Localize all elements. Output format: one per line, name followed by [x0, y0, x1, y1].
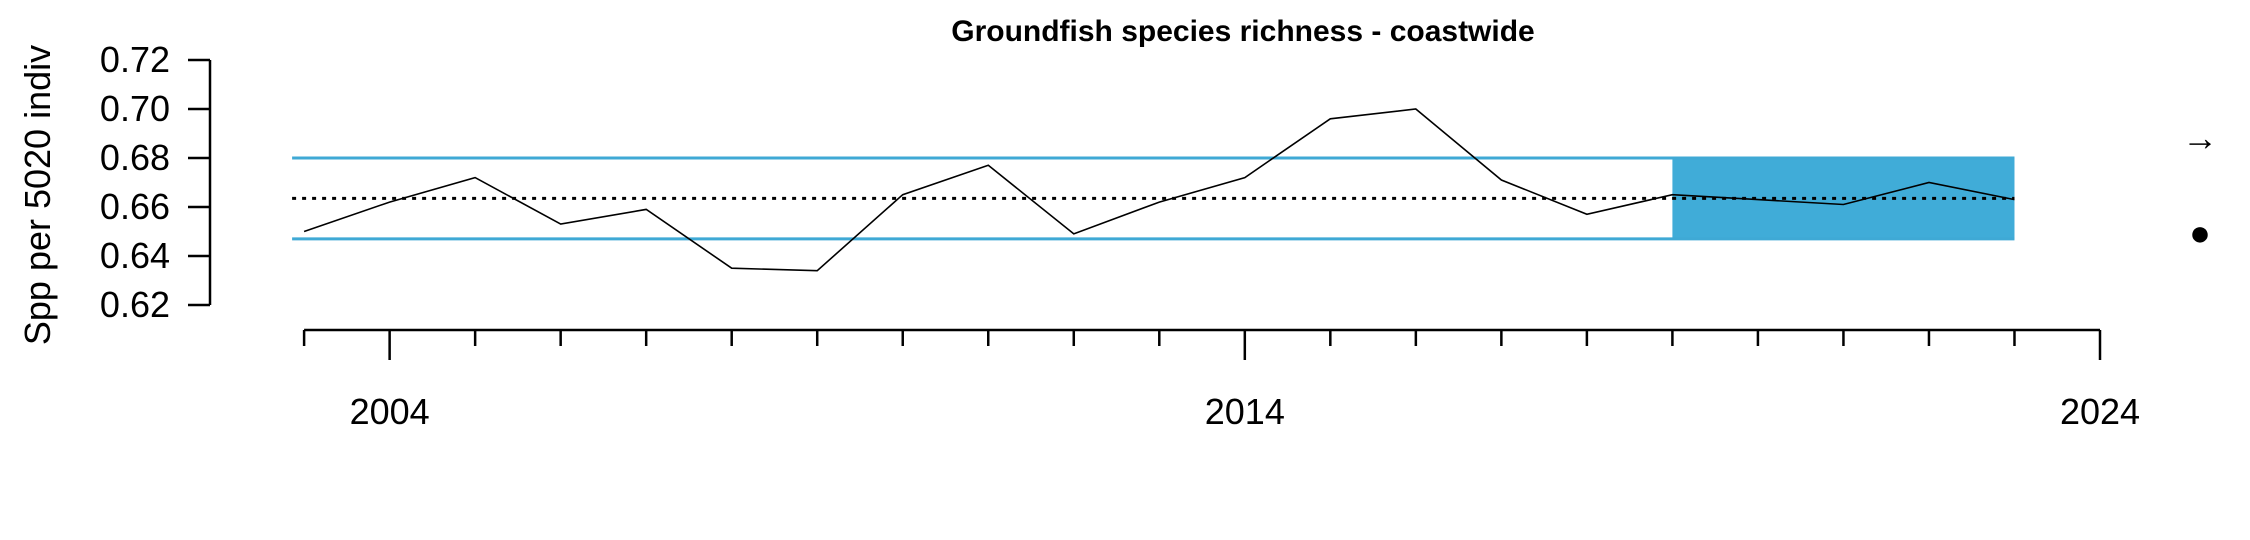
x-tick-label: 2014: [1205, 391, 1285, 432]
series-line: [303, 108, 2015, 272]
x-tick-label: 2024: [2060, 391, 2140, 432]
status-dot-icon: ●: [2189, 212, 2211, 253]
x-tick-label: 2004: [350, 391, 430, 432]
y-tick-label: 0.70: [100, 88, 170, 129]
y-tick-label: 0.66: [100, 186, 170, 227]
y-tick-label: 0.72: [100, 39, 170, 80]
plot-area: 0.62 0.64 0.66 0.68 0.70 0.72 2004 2014 2024: [100, 39, 2140, 432]
y-axis-label: Spp per 5020 indiv: [17, 45, 58, 345]
chart-title: Groundfish species richness - coastwide: [951, 15, 1535, 48]
trend-arrow-icon: →: [2182, 117, 2218, 158]
y-tick-label: 0.62: [100, 284, 170, 325]
y-tick-label: 0.68: [100, 137, 170, 178]
y-tick-label: 0.64: [100, 235, 170, 276]
